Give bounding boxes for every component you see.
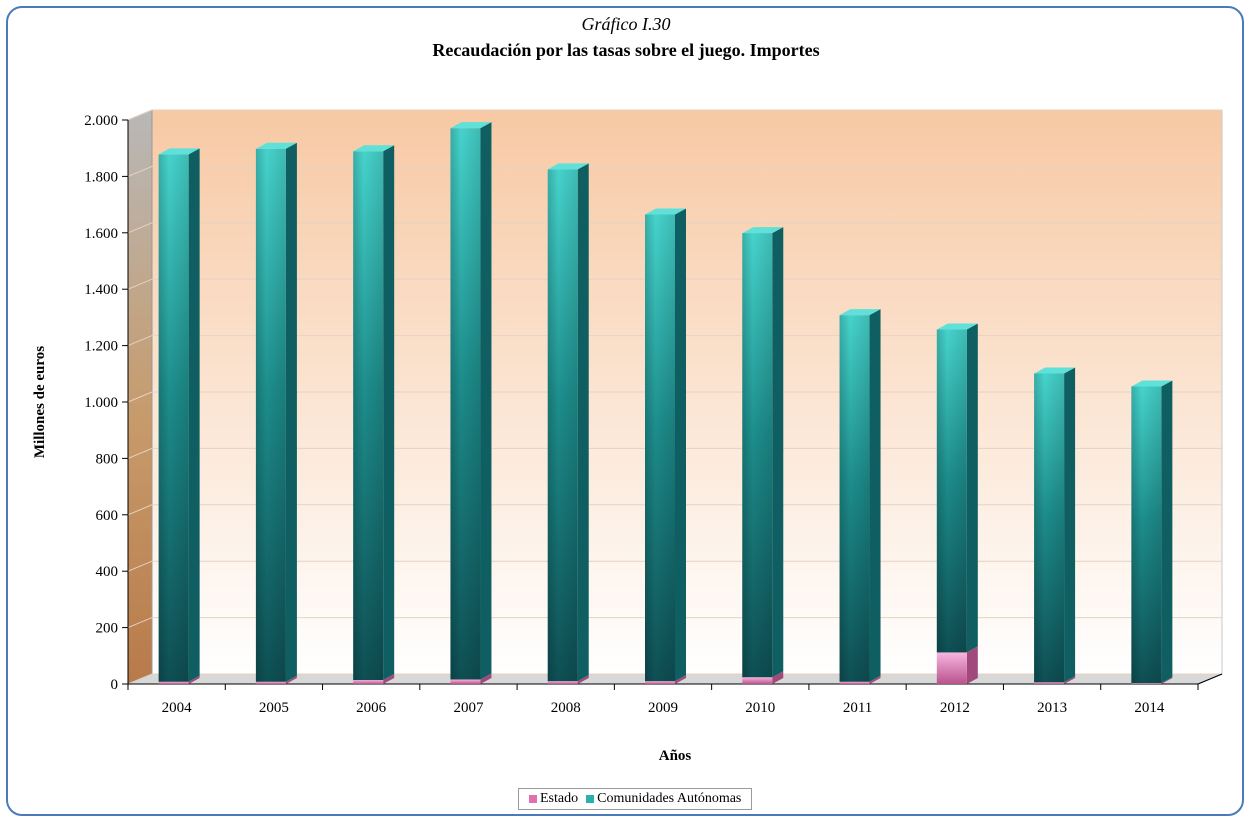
y-tick-label: 1.600 — [84, 226, 118, 242]
bar-comunidades-side — [772, 227, 784, 678]
y-tick-label: 1.800 — [84, 169, 118, 185]
x-tick-label: 2009 — [648, 700, 678, 716]
bar-comunidades-shade — [255, 148, 286, 682]
bar-comunidades-top — [255, 142, 297, 149]
chart-title: Recaudación por las tasas sobre el juego… — [432, 40, 820, 60]
bar-comunidades-shade — [645, 214, 675, 682]
chart-title-line1: Gráfico I.30 — [581, 14, 671, 34]
bar-estado — [450, 679, 481, 684]
x-tick-label: 2013 — [1037, 700, 1067, 716]
y-tick-label: 2.000 — [84, 113, 118, 129]
y-tick-label: 800 — [96, 451, 119, 467]
bar-comunidades-side — [1064, 367, 1076, 683]
bar-estado-side — [1161, 677, 1173, 684]
bar-comunidades-side — [675, 208, 686, 682]
bar-comunidades-shade — [1131, 386, 1162, 684]
x-axis-depth — [1197, 673, 1223, 685]
bar-estado-side — [383, 674, 395, 684]
y-axis-title: Millones de euros — [32, 346, 48, 458]
x-tick-label: 2004 — [162, 700, 193, 716]
bar-comunidades-side — [285, 142, 297, 682]
bar-estado-side — [480, 673, 492, 684]
x-tick-label: 2012 — [940, 700, 970, 716]
y-tick-label: 0 — [111, 677, 119, 693]
bar-comunidades-top — [353, 145, 395, 152]
gridline — [127, 109, 1222, 121]
bar-comunidades-side — [577, 163, 589, 682]
bar-comunidades-shade — [936, 329, 967, 653]
bar-estado-side — [285, 675, 297, 684]
legend-item-estado: Estado — [529, 791, 578, 807]
bar-estado — [742, 677, 773, 684]
legend: Estado Comunidades Autónomas — [518, 788, 753, 810]
bar-comunidades-top — [742, 227, 784, 234]
x-tick-label: 2008 — [551, 700, 581, 716]
bar-comunidades-side — [383, 145, 395, 681]
bar-comunidades-shade — [742, 233, 773, 678]
bar-estado-side — [577, 675, 589, 684]
y-tick-label: 1.400 — [84, 282, 118, 298]
x-axis-title: Años — [659, 748, 692, 764]
bar-comunidades-top — [645, 208, 686, 215]
bar-comunidades-top — [936, 323, 978, 330]
x-tick-label: 2014 — [1134, 700, 1165, 716]
gridline — [127, 165, 1222, 177]
bar-estado-side — [966, 646, 978, 684]
bar-comunidades-top — [450, 122, 492, 129]
x-tick-label: 2005 — [259, 700, 289, 716]
bar-comunidades-shade — [353, 151, 384, 681]
x-tick-label: 2011 — [843, 700, 872, 716]
bar-estado-side — [188, 675, 200, 684]
y-tick-label: 200 — [96, 621, 119, 637]
bar-comunidades-side — [1161, 380, 1173, 684]
bar-comunidades-shade — [547, 169, 578, 682]
bar-estado-side — [772, 671, 784, 684]
legend-label-estado: Estado — [540, 791, 579, 806]
bar-estado — [158, 681, 189, 684]
y-tick-label: 1.000 — [84, 395, 118, 411]
bar-comunidades-shade — [450, 128, 481, 680]
bar-comunidades-top — [1131, 380, 1173, 387]
bar-estado — [255, 681, 286, 684]
bar-comunidades-top — [158, 148, 200, 155]
y-tick-label: 400 — [96, 564, 119, 580]
x-tick-label: 2006 — [356, 700, 387, 716]
bar-estado — [547, 681, 578, 684]
bar-estado — [1131, 683, 1162, 684]
bar-estado-side — [1064, 676, 1076, 684]
x-tick-label: 2007 — [453, 700, 484, 716]
legend-item-comunidades: Comunidades Autónomas — [586, 791, 741, 807]
y-tick-label: 1.200 — [84, 339, 118, 355]
bar-comunidades-top — [547, 163, 589, 170]
bar-comunidades-shade — [158, 154, 189, 682]
gridline — [127, 278, 1222, 290]
bar-comunidades-shade — [1034, 373, 1065, 683]
bar-estado — [839, 681, 870, 684]
gridline — [127, 222, 1222, 234]
bar-comunidades-side — [869, 309, 881, 682]
bar-comunidades-top — [1034, 367, 1076, 374]
bar-estado-side — [869, 675, 881, 684]
x-tick-label: 2010 — [745, 700, 775, 716]
y-tick-label: 600 — [96, 508, 119, 524]
bar-comunidades-shade — [839, 315, 870, 682]
bar-estado — [353, 680, 384, 684]
legend-swatch-estado — [529, 795, 537, 803]
bar-estado — [645, 681, 675, 684]
bar-estado — [936, 652, 967, 684]
legend-label-comunidades: Comunidades Autónomas — [597, 791, 742, 806]
bar-comunidades-top — [839, 309, 881, 316]
bar-comunidades-side — [966, 323, 978, 653]
bar-comunidades-side — [480, 122, 492, 680]
bar-estado — [1034, 682, 1065, 684]
bar-estado-side — [675, 675, 686, 684]
legend-swatch-comunidades — [586, 795, 595, 803]
bar-comunidades-side — [188, 148, 200, 682]
